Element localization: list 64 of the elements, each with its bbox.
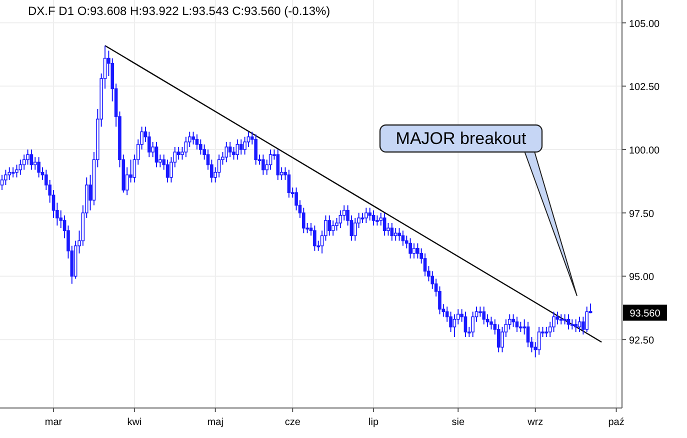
y-tick-label: 105.00: [629, 18, 660, 30]
x-tick-label: mar: [44, 417, 63, 428]
candlestick: [254, 134, 258, 166]
candlestick: [559, 314, 563, 325]
x-tick-label: maj: [207, 417, 224, 428]
candlestick: [478, 306, 482, 318]
candlestick: [353, 217, 357, 242]
candlestick: [390, 222, 394, 242]
x-tick-label: cze: [284, 417, 301, 428]
candlestick: [236, 138, 240, 160]
x-tick-label: paź: [608, 417, 624, 428]
candlestick: [408, 238, 412, 259]
candlestick: [563, 314, 566, 325]
chart-title: DX.F D1 O:93.608 H:93.922 L:93.543 C:93.560 (-0.13%): [28, 4, 330, 18]
candlestick: [360, 212, 364, 224]
candlestick: [537, 326, 541, 356]
candlestick: [372, 210, 376, 226]
y-tick-label: 92.50: [629, 336, 654, 347]
x-tick-label: kwi: [127, 417, 142, 428]
annotation: 93.560: [630, 308, 661, 320]
candlestick: [364, 207, 368, 224]
x-tick-label: lip: [368, 417, 379, 428]
candlestick: [37, 156, 40, 178]
candlestick: [228, 141, 232, 158]
candlestick: [376, 214, 379, 226]
candlestick: [262, 154, 265, 176]
candlestick: [243, 136, 246, 156]
candlestick: [338, 210, 342, 229]
y-tick-label: 102.50: [629, 82, 660, 94]
candlestick: [464, 311, 468, 338]
candlestick: [239, 138, 243, 156]
candlestick: [232, 146, 236, 160]
candlestick: [394, 228, 398, 242]
candlestick: [496, 324, 500, 353]
candlestick: [328, 214, 332, 236]
candlestick: [224, 141, 228, 163]
annotation: MAJOR breakout: [396, 129, 526, 148]
candlestick: [578, 316, 582, 332]
candlestick: [412, 242, 416, 259]
candlestick: [176, 146, 180, 160]
candlestick: [198, 138, 202, 156]
candlestick: [184, 136, 188, 158]
candlestick: [544, 326, 548, 338]
candlestick: [519, 321, 522, 332]
candlestick: [276, 149, 280, 180]
candlestick: [313, 225, 316, 252]
candlestick: [382, 212, 386, 236]
candlestick: [154, 141, 158, 168]
y-tick-label: 95.00: [629, 272, 654, 284]
candlestick: [566, 314, 570, 330]
candlestick: [526, 321, 530, 348]
x-tick-label: wrz: [526, 417, 544, 428]
candlestick: [585, 306, 589, 332]
candlestick: [331, 220, 335, 236]
candlestick: [287, 169, 291, 198]
candlestick: [30, 149, 34, 170]
candlestick: [574, 318, 578, 332]
y-tick-label: 100.00: [629, 146, 660, 157]
candlestick: [33, 156, 37, 170]
candlestick: [195, 134, 199, 150]
candlestick: [515, 316, 519, 332]
candlestick: [482, 306, 486, 325]
y-tick-label: 97.50: [629, 208, 654, 220]
x-tick-label: sie: [452, 417, 465, 428]
